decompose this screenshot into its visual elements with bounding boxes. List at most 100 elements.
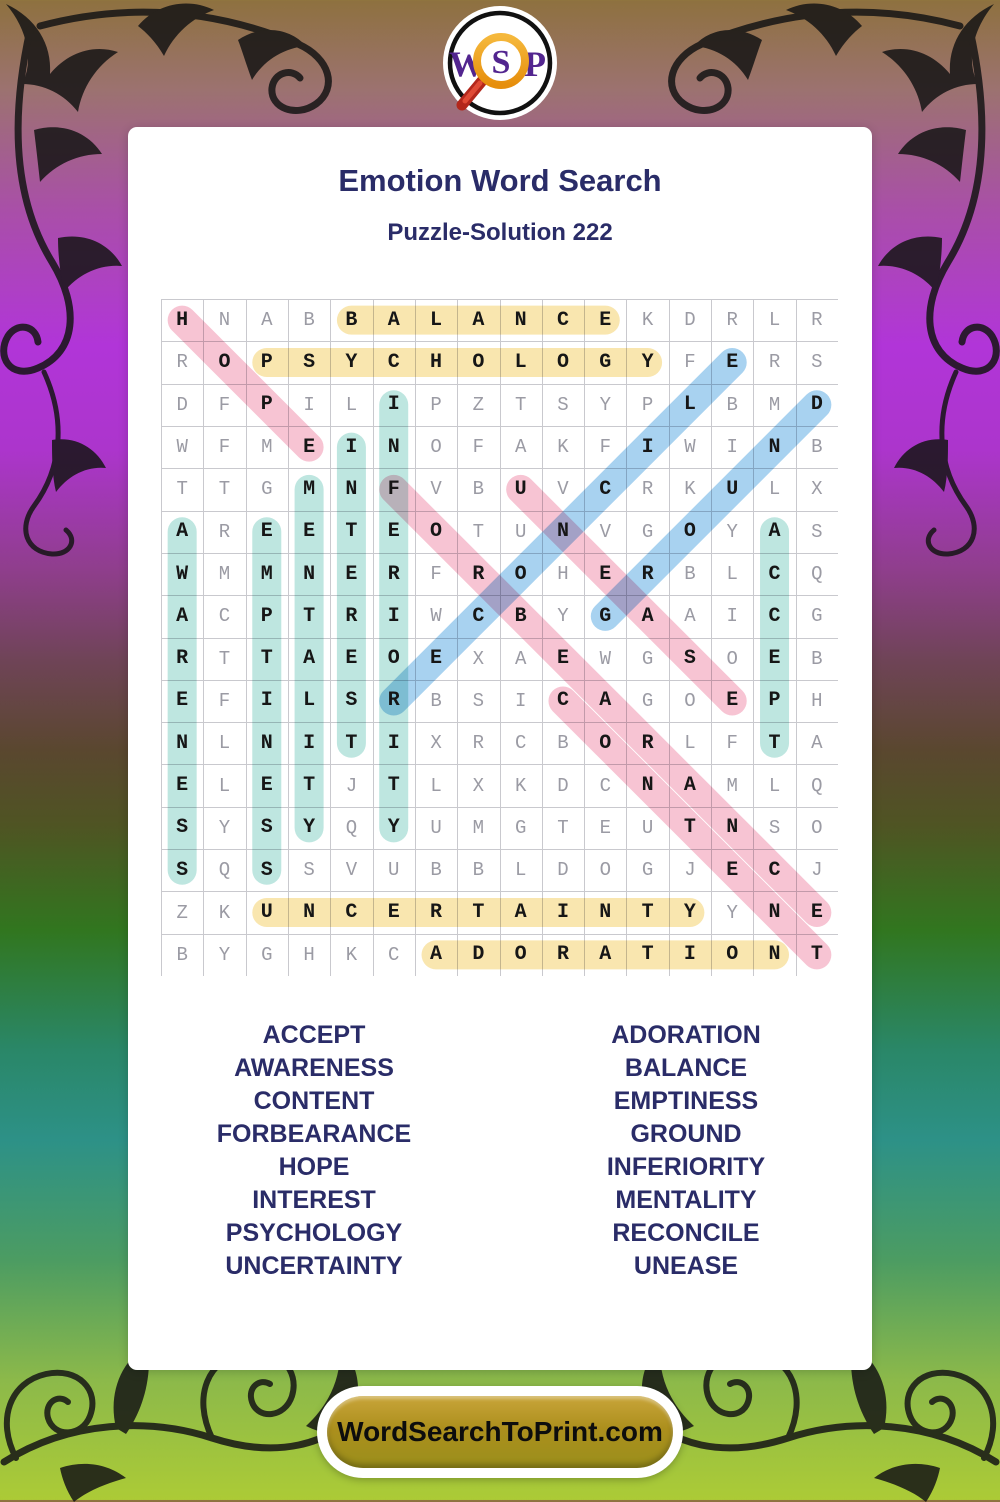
grid-cell: T bbox=[218, 647, 231, 670]
grid-cell: T bbox=[768, 731, 781, 755]
grid-cell: L bbox=[430, 308, 443, 332]
word-item: RECONCILE bbox=[612, 1219, 760, 1247]
highlight-forbearance bbox=[379, 474, 832, 928]
grid-cell: A bbox=[176, 520, 189, 544]
grid-cell: V bbox=[430, 478, 442, 501]
word-list: ACCEPT AWARENESS CONTENT FORBEARANCE HOPE INT… bbox=[128, 1019, 872, 1283]
grid-cell: I bbox=[260, 689, 273, 713]
grid-cell: S bbox=[260, 858, 273, 882]
site-link-label: WordSearchToPrint.com bbox=[327, 1396, 673, 1468]
grid-cell: L bbox=[726, 563, 738, 586]
grid-cell: E bbox=[768, 647, 781, 671]
grid-cell: S bbox=[811, 520, 823, 543]
grid-cell: B bbox=[557, 732, 569, 755]
grid-cell: R bbox=[641, 731, 654, 755]
grid-cell: Z bbox=[472, 393, 485, 416]
grid-cell: T bbox=[345, 731, 358, 755]
grid-cell: R bbox=[176, 647, 189, 671]
grid-cell: T bbox=[303, 774, 316, 798]
grid-cell: K bbox=[684, 478, 696, 501]
grid-cell: R bbox=[556, 943, 569, 967]
grid-cell: W bbox=[176, 562, 189, 586]
grid-cell: A bbox=[514, 436, 527, 459]
grid-cell: I bbox=[641, 435, 654, 459]
grid-cell: R bbox=[641, 478, 654, 501]
word-item: BALANCE bbox=[624, 1054, 748, 1082]
grid-cell: I bbox=[345, 435, 358, 459]
grid-cell: S bbox=[811, 351, 823, 374]
grid-cell: H bbox=[176, 308, 189, 332]
grid-cell: S bbox=[303, 859, 315, 882]
grid-cell: N bbox=[303, 562, 316, 586]
grid-cell: J bbox=[345, 774, 358, 797]
grid-cell: A bbox=[599, 943, 612, 967]
grid-cell: I bbox=[726, 605, 738, 628]
grid-cell: E bbox=[430, 647, 443, 671]
grid-cell: T bbox=[472, 901, 485, 925]
grid-cell: B bbox=[684, 563, 696, 586]
highlight-hope bbox=[167, 305, 324, 462]
grid-cell: A bbox=[599, 689, 612, 713]
grid-cell: R bbox=[345, 604, 358, 628]
grid-cell: I bbox=[387, 731, 400, 755]
grid-cell: E bbox=[726, 858, 739, 882]
grid-cell: X bbox=[811, 478, 823, 501]
grid-cell: S bbox=[176, 858, 189, 882]
grid-cell: N bbox=[218, 309, 231, 332]
grid-cell: S bbox=[768, 816, 781, 839]
grid-cell: U bbox=[514, 520, 527, 543]
word-item: CONTENT bbox=[253, 1087, 375, 1115]
grid-cell: T bbox=[810, 943, 823, 967]
word-item: GROUND bbox=[630, 1120, 742, 1148]
grid-cell: E bbox=[345, 562, 358, 586]
grid-cell: G bbox=[261, 943, 273, 966]
grid-cell: T bbox=[514, 393, 527, 416]
grid-cell: I bbox=[387, 604, 400, 628]
grid-cell: H bbox=[430, 350, 443, 374]
wsp-logo: W P S bbox=[443, 6, 557, 120]
grid-cell: P bbox=[260, 393, 273, 417]
grid-cell: R bbox=[726, 309, 738, 332]
grid-cell: F bbox=[430, 563, 442, 586]
grid-cell: A bbox=[768, 520, 781, 544]
grid-cell: N bbox=[345, 477, 358, 501]
grid-cell: B bbox=[514, 604, 527, 628]
grid-cell: E bbox=[260, 520, 273, 544]
grid-cell: D bbox=[557, 774, 569, 797]
grid-cell: O bbox=[387, 647, 400, 671]
highlight-reconcile bbox=[379, 347, 747, 716]
grid-cell: C bbox=[218, 605, 231, 628]
grid-cell: R bbox=[472, 562, 485, 586]
grid-cell: B bbox=[811, 647, 823, 670]
grid-cell: F bbox=[599, 436, 611, 459]
grid-cell: F bbox=[218, 436, 231, 459]
grid-cell: P bbox=[260, 604, 273, 628]
grid-cell: C bbox=[387, 350, 400, 374]
grid-cell: E bbox=[599, 562, 612, 586]
grid-cell: G bbox=[641, 520, 654, 543]
grid-cell: X bbox=[472, 774, 485, 797]
grid-cell: T bbox=[472, 520, 485, 543]
word-item: EMPTINESS bbox=[613, 1087, 759, 1115]
grid-cell: N bbox=[260, 731, 273, 755]
grid-cell: J bbox=[684, 859, 696, 882]
grid-cell: V bbox=[557, 478, 569, 501]
grid-cell: H bbox=[811, 689, 823, 712]
grid-cell: P bbox=[430, 393, 442, 416]
grid-cell: O bbox=[514, 562, 527, 586]
grid-cell: N bbox=[726, 816, 739, 840]
word-item: ADORATION bbox=[611, 1021, 761, 1049]
grid-cell: O bbox=[684, 689, 696, 712]
grid-cell: E bbox=[176, 774, 189, 798]
grid-cell: G bbox=[599, 604, 612, 628]
grid-cell: A bbox=[514, 901, 527, 925]
grid-cell: Y bbox=[387, 816, 400, 840]
site-link-button[interactable]: WordSearchToPrint.com bbox=[317, 1386, 683, 1478]
grid-cell: B bbox=[472, 478, 485, 501]
grid-cell: C bbox=[556, 689, 569, 713]
grid-cell: S bbox=[557, 393, 569, 416]
grid-cell: L bbox=[218, 774, 231, 797]
grid-cell: Y bbox=[345, 350, 358, 374]
word-item: MENTALITY bbox=[615, 1186, 757, 1214]
